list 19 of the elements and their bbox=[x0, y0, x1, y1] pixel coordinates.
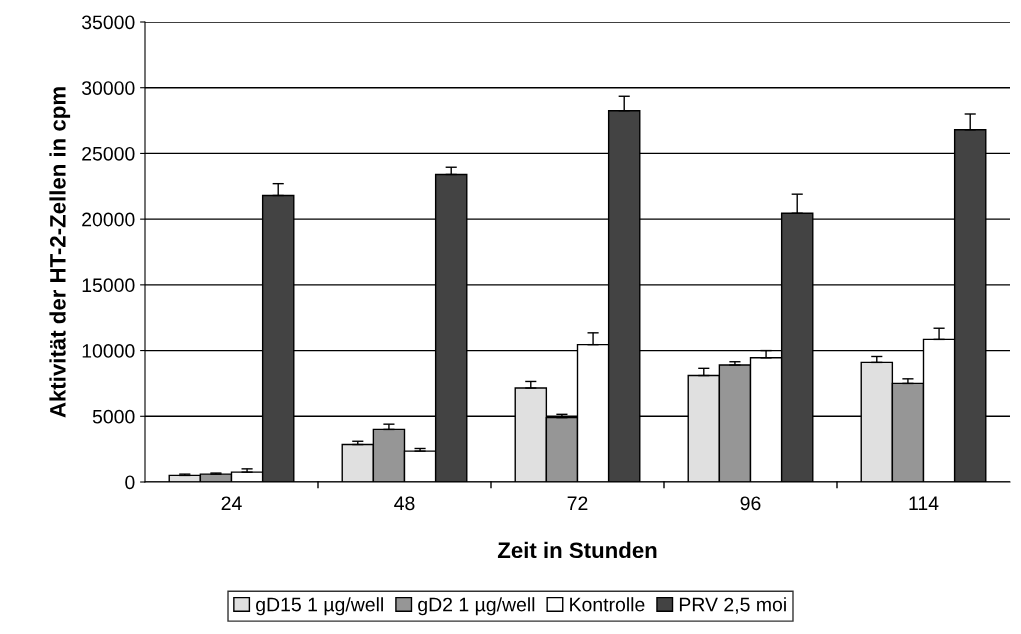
x-tick-label: 48 bbox=[394, 496, 415, 511]
legend-label: gD15 1 µg/well bbox=[256, 597, 383, 616]
legend-label: PRV 2,5 moi bbox=[679, 597, 786, 614]
y-tick-label: 25000 bbox=[82, 146, 135, 161]
y-axis-title: Aktivität der HT-2-Zellen in cpm bbox=[49, 87, 71, 418]
y-tick-label: 30000 bbox=[81, 81, 135, 95]
y-tick-label: 15000 bbox=[82, 278, 135, 293]
legend-label: Kontrolle bbox=[570, 597, 645, 612]
y-tick-label: 0 bbox=[125, 475, 135, 490]
x-tick-label: 24 bbox=[221, 496, 242, 510]
legend-label: gD2 1 µg/well bbox=[418, 597, 535, 616]
y-tick-label: 35000 bbox=[81, 15, 135, 30]
y-tick-label: 20000 bbox=[82, 212, 135, 227]
x-tick-label: 114 bbox=[909, 496, 939, 510]
x-tick-label: 96 bbox=[740, 496, 761, 511]
y-tick-label: 10000 bbox=[82, 344, 135, 358]
x-axis-title: Zeit in Stunden bbox=[497, 541, 657, 559]
x-tick-label: 72 bbox=[567, 496, 588, 510]
y-tick-label: 5000 bbox=[92, 409, 135, 424]
